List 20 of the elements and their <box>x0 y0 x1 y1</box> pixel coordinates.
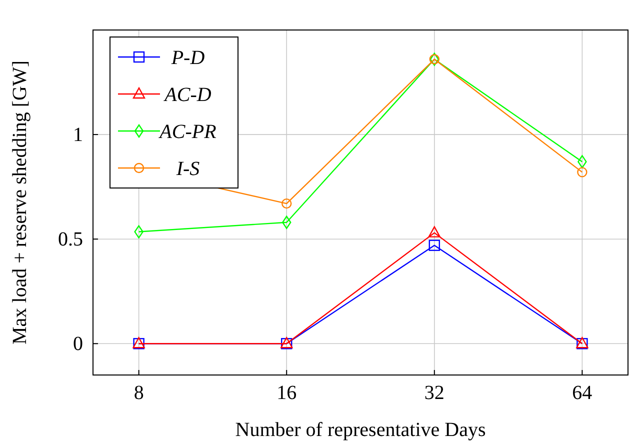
point <box>428 226 440 238</box>
point <box>134 225 144 238</box>
x-axis-title: Number of representative Days <box>235 419 486 441</box>
point <box>282 216 292 229</box>
y-tick-label: 0 <box>73 333 83 356</box>
point <box>578 155 587 168</box>
legend-label: AC-D <box>162 84 212 106</box>
legend-label: I-S <box>175 158 200 180</box>
x-tick-label: 16 <box>276 382 297 404</box>
point <box>577 167 588 178</box>
x-tick-label: 32 <box>424 382 444 404</box>
y-tick-label: 1 <box>73 124 83 146</box>
point <box>428 240 440 251</box>
y-tick-label: 0.5 <box>58 228 83 250</box>
legend-label: AC-PR <box>158 121 216 143</box>
point <box>282 198 292 209</box>
legend-label: P-D <box>170 47 206 69</box>
x-tick-label: 8 <box>134 382 144 404</box>
y-axis-title: Max load + reserve shedding [GW] <box>9 60 31 344</box>
x-tick-label: 64 <box>572 382 592 404</box>
